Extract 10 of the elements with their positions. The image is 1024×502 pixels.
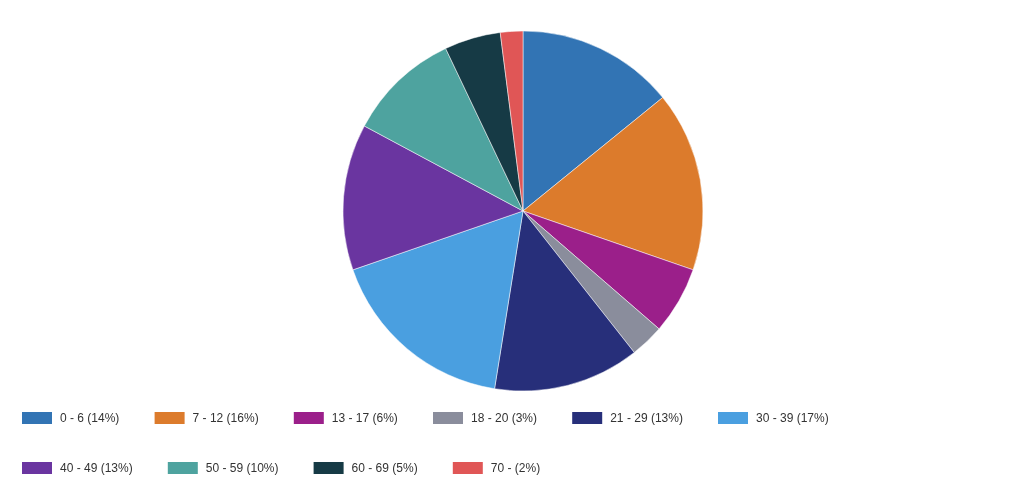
legend-label: 40 - 49 (13%) <box>60 461 133 475</box>
legend-label: 21 - 29 (13%) <box>610 411 683 425</box>
legend-label: 18 - 20 (3%) <box>471 411 538 425</box>
legend-label: 7 - 12 (16%) <box>192 411 259 425</box>
legend-label: 70 - (2%) <box>490 461 541 475</box>
legend-label: 13 - 17 (6%) <box>331 411 398 425</box>
legend-label: 50 - 59 (10%) <box>205 461 279 475</box>
legend-label: 30 - 39 (17%) <box>756 411 829 425</box>
legend-label: 60 - 69 (5%) <box>351 461 418 475</box>
legend-label: 0 - 6 (14%) <box>60 411 120 425</box>
